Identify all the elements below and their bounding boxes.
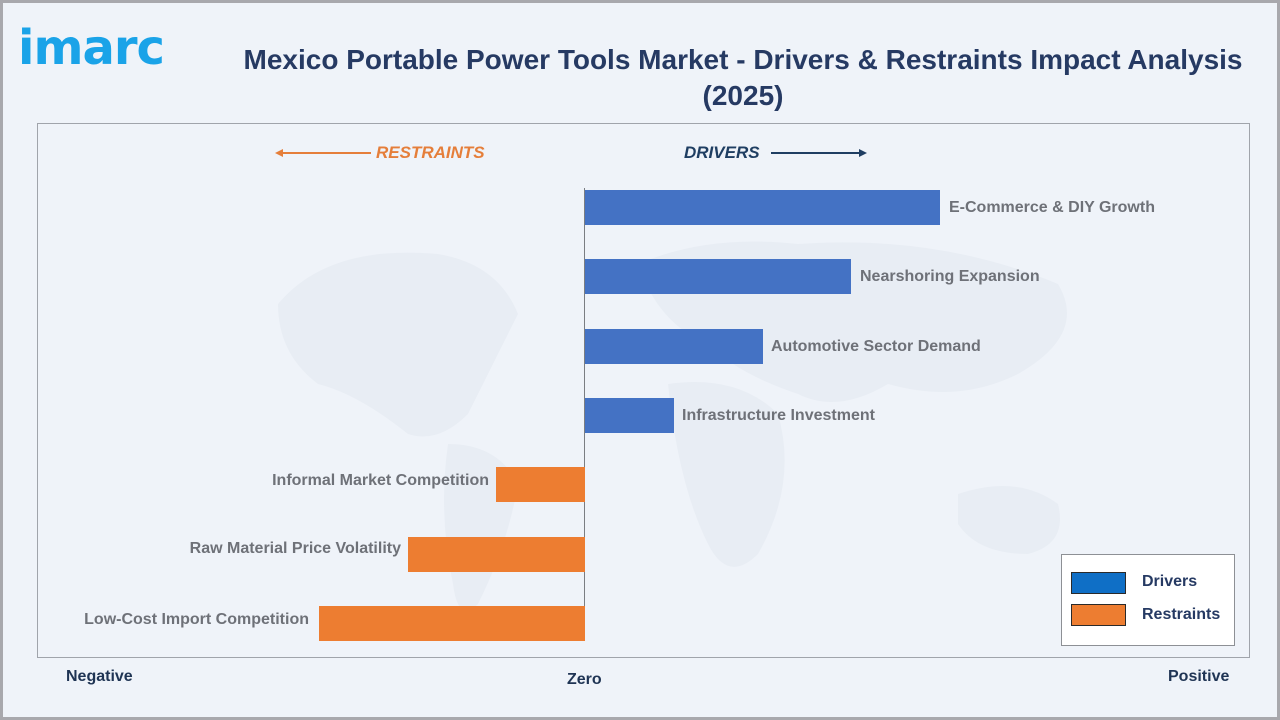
title-line-1: Mexico Portable Power Tools Market - Dri… bbox=[243, 44, 1243, 75]
legend-label-drivers: Drivers bbox=[1142, 573, 1198, 590]
axis-label-negative: Negative bbox=[66, 668, 133, 685]
bar-label: Low-Cost Import Competition bbox=[84, 611, 309, 628]
bar-nearshoring-expansion bbox=[585, 259, 851, 294]
bar-automotive-sector-demand bbox=[585, 329, 763, 364]
bar-label: Raw Material Price Volatility bbox=[189, 540, 401, 557]
bar-label: Automotive Sector Demand bbox=[771, 338, 981, 355]
drivers-arrow-icon bbox=[771, 149, 867, 157]
axis-label-zero: Zero bbox=[567, 671, 602, 688]
zero-axis-line bbox=[584, 188, 585, 640]
bar-label: E-Commerce & DIY Growth bbox=[949, 199, 1155, 216]
bar-informal-market-competition bbox=[496, 467, 585, 502]
title-line-2: (2025) bbox=[702, 80, 784, 111]
bar-low-cost-import-competition bbox=[319, 606, 585, 641]
restraints-arrow-icon bbox=[275, 149, 371, 157]
restraints-direction-label: RESTRAINTS bbox=[376, 143, 485, 162]
bar-raw-material-price-volatility bbox=[408, 537, 585, 572]
drivers-direction-label: DRIVERS bbox=[684, 143, 760, 162]
bar-ecommerce-diy-growth bbox=[585, 190, 940, 225]
bar-label: Informal Market Competition bbox=[272, 472, 489, 489]
imarc-logo: imarc bbox=[18, 20, 165, 76]
legend-swatch-drivers bbox=[1071, 572, 1126, 594]
chart-title: Mexico Portable Power Tools Market - Dri… bbox=[228, 42, 1258, 114]
legend: Drivers Restraints bbox=[1061, 554, 1235, 646]
legend-label-restraints: Restraints bbox=[1142, 606, 1221, 623]
legend-swatch-restraints bbox=[1071, 604, 1126, 626]
bar-label: Infrastructure Investment bbox=[682, 407, 875, 424]
bar-label: Nearshoring Expansion bbox=[860, 268, 1040, 285]
axis-label-positive: Positive bbox=[1168, 668, 1230, 685]
bar-infrastructure-investment bbox=[585, 398, 674, 433]
